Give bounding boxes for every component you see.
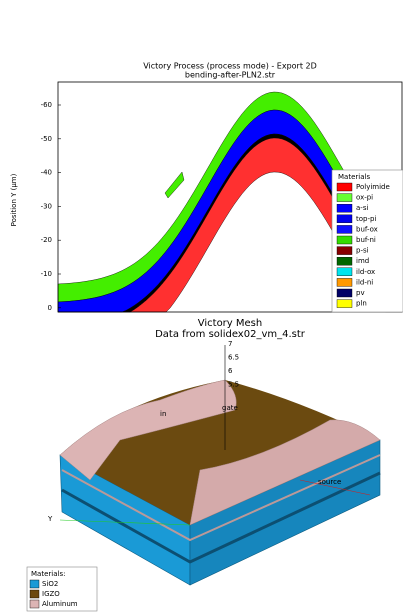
y-axis-label: Position Y (µm) [10,173,18,226]
legend-swatch [337,225,352,233]
bump [165,172,184,198]
screenshot: Victory Process (process mode) - Export … [0,0,403,613]
y-tick-label: -10 [41,270,52,278]
drain-label: in [160,410,166,418]
bottom-legend: Materials: SiO2 IGZO Aluminum [27,567,97,611]
legend-swatch [30,600,39,608]
legend-swatch [337,215,352,223]
legend-swatch [337,278,352,286]
legend-label: p-si [356,247,369,255]
y-tick-label: -60 [41,101,52,109]
source-label: source [318,478,341,486]
legend-swatch [30,590,39,598]
legend-label: Aluminum [42,600,78,608]
legend-swatch [337,204,352,212]
y-tick-label: 0 [48,304,52,312]
legend-swatch [337,300,352,308]
legend-label: Polyimide [356,183,390,191]
device-3d [60,345,380,585]
top-subtitle: bending-after-PLN2.str [185,71,276,80]
legend-label: buf-ni [356,236,376,244]
y-tick-label: -20 [41,236,52,244]
z-tick-label: 6.5 [228,354,239,362]
legend-swatch [337,194,352,202]
legend-swatch [30,580,39,588]
bottom-subtitle: Data from solidex02_vm_4.str [155,329,306,340]
top-title: Victory Process (process mode) - Export … [143,62,317,71]
z-tick-label: 5.5 [228,381,239,389]
legend-label: ild-ox [356,268,375,276]
legend-label: pv [356,289,365,297]
y-axis-label-3d: Y [47,515,53,523]
z-tick-label: 6 [228,367,233,375]
legend-swatch [337,183,352,191]
z-tick-label: 7 [228,340,232,348]
legend-label: ild-ni [356,278,373,286]
gate-label: gate [222,404,238,412]
legend-label: pln [356,300,367,308]
legend-swatch [337,257,352,265]
legend-title: Materials: [31,570,65,578]
top-legend: Materials Polyimide ox-pi a-si top-pi buf-ox… [332,170,403,312]
bottom-title: Victory Mesh [198,318,262,329]
legend-label: imd [356,257,369,265]
y-tick-label: -40 [41,169,52,177]
y-tick-label: -30 [41,202,52,210]
legend-label: a-si [356,204,368,212]
legend-swatch [337,289,352,297]
legend-label: SiO2 [42,580,58,588]
legend-swatch [337,236,352,244]
legend-label: IGZO [42,590,60,598]
legend-label: ox-pi [356,194,373,202]
legend-swatch [337,247,352,255]
z-ticks: 7 6.5 6 5.5 [228,340,239,389]
legend-label: top-pi [356,215,376,223]
legend-label: buf-ox [356,225,378,233]
legend-title: Materials [338,173,370,181]
legend-swatch [337,268,352,276]
y-tick-label: -50 [41,135,52,143]
